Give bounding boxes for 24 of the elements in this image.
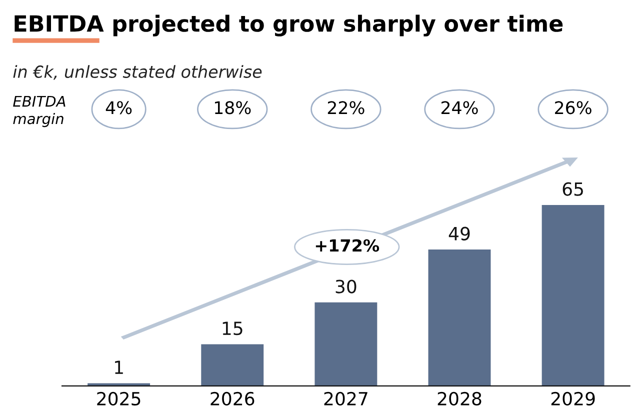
annotation: +172%: [316, 239, 380, 252]
x-tick-label: 2026: [210, 392, 254, 406]
data-label: 49: [448, 226, 470, 240]
data-label: 1: [115, 360, 123, 374]
text: EBITDA margin: [13, 96, 66, 128]
x-tick-label: 2028: [438, 392, 482, 406]
bar: [428, 250, 491, 386]
x-tick-label: 2025: [97, 392, 140, 406]
x-tick-label: 2029: [551, 392, 595, 406]
bar: [88, 383, 150, 386]
text: 4%: [106, 101, 132, 114]
data-label: 30: [336, 280, 356, 294]
text: 18%: [214, 101, 251, 114]
chart-title: EBITDA projected to grow sharply over time: [14, 14, 563, 36]
bar: [201, 344, 264, 386]
x-tick-label: 2027: [324, 392, 368, 406]
text: 24%: [441, 101, 478, 114]
data-label: 15: [222, 322, 242, 336]
text: 22%: [328, 101, 364, 114]
data-label: 65: [562, 182, 583, 196]
chart-subtitle: in €k, unless stated otherwise: [13, 65, 262, 80]
bar: [314, 302, 378, 386]
text: 26%: [555, 101, 592, 114]
bar: [542, 204, 604, 386]
